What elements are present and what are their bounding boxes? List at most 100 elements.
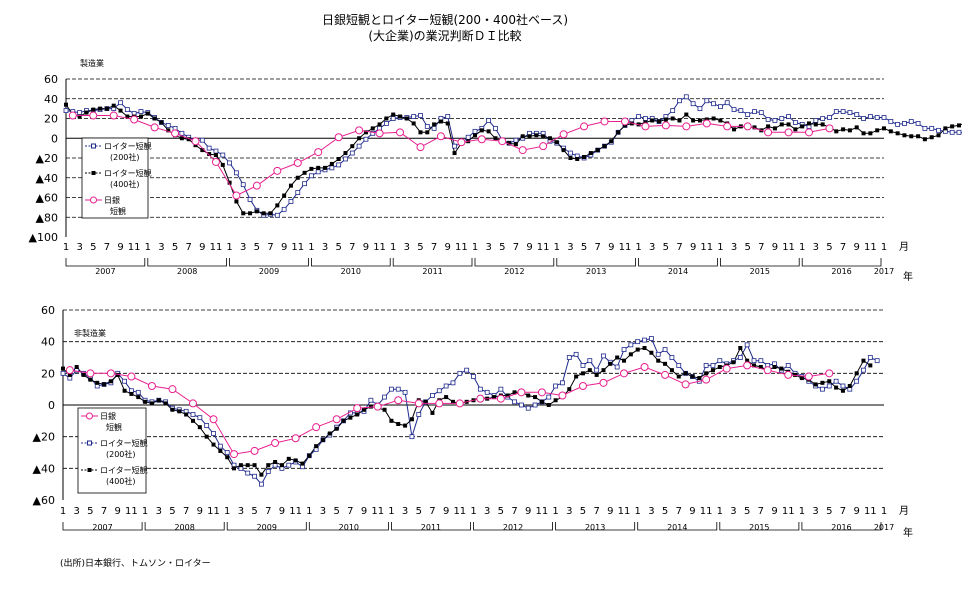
boj-point [682,122,691,131]
reuters400-point [343,151,348,156]
year-label: 2014 [667,523,687,532]
reuters200-point [697,106,703,112]
reuters400-point [266,463,271,468]
x-tick-label: 9 [363,242,369,253]
reuters200-point [265,469,271,474]
x-tick-label: 3 [566,506,572,517]
reuters400-point [922,137,927,142]
x-tick-label: 5 [826,506,832,517]
reuters400-point [316,165,321,170]
reuters400-point [104,106,109,111]
reuters200-point [179,130,185,136]
reuters400-point [676,374,681,379]
reuters400-point [268,211,273,216]
reuters200-point [642,337,647,343]
year-bracket [226,522,307,531]
reuters400-point [409,417,414,422]
year-bracket [65,258,146,267]
reuters200-point [566,355,572,360]
reuters200-point [956,129,962,135]
reuters200-point [867,355,873,360]
x-tick-label: 9 [117,242,123,253]
x-tick-label: 9 [443,506,449,517]
reuters400-point [616,130,621,135]
x-tick-label: 5 [335,242,341,253]
reuters400-point [684,112,689,117]
reuters400-line [65,104,962,214]
boj-point [435,399,444,408]
x-tick-label: 11 [700,506,713,517]
reuters400-point [820,122,825,127]
year-unit-label: 年 [903,526,913,539]
reuters200-point [122,378,127,384]
reuters400-point [615,355,620,360]
reuters400-point [98,106,103,111]
year-bracket [638,258,718,267]
reuters400-point [423,399,428,404]
reuters400-point [64,102,68,107]
reuters200-point [840,109,846,114]
reuters400-point [425,130,430,135]
reuters400-point [411,121,416,126]
reuters400-point [649,350,654,355]
reuters400-point [888,129,893,134]
year-bracket [392,258,473,267]
reuters200-point [758,358,764,364]
y-tick-label: ▲40 [33,462,55,475]
reuters400-point [677,118,682,123]
year-bracket [720,258,800,267]
reuters400-point [861,358,866,363]
boj-point [763,366,772,375]
x-tick-label: 1 [63,242,69,253]
x-tick-label: 7 [676,242,682,253]
x-tick-label: 7 [758,242,764,253]
x-tick-label: 3 [240,242,246,253]
x-tick-label: 3 [322,242,328,253]
reuters400-point [683,371,688,376]
x-tick-label: 7 [267,242,273,253]
x-tick-label: 11 [125,506,138,517]
boj-point [230,450,239,459]
boj-point [68,111,77,120]
reuters400-point [334,426,339,431]
reuters400-point [430,410,435,415]
x-tick-label: 1 [472,242,478,253]
reuters400-point [384,116,389,121]
reuters200-point [60,370,66,376]
reuters200-point [247,197,253,202]
x-tick-label: 3 [320,506,326,517]
x-tick-label: 11 [453,506,466,517]
year-label: 2017 [874,523,894,532]
x-tick-label: 5 [416,506,422,517]
year-bracket [801,258,882,267]
boj-point [314,148,323,157]
reuters400-point [234,199,239,204]
x-tick-label: 1 [799,242,805,253]
legend-label: ロイター短観 [100,438,148,448]
reuters400-point [793,127,798,132]
legend-label-sub: 短観 [106,422,122,432]
legend-label-sub: (200社) [106,449,136,459]
reuters200-point [206,145,212,151]
boj-point [457,138,466,147]
x-tick-label: 9 [853,506,859,517]
x-tick-label: 5 [90,242,96,253]
reuters400-point [650,118,655,123]
boj-point [825,124,834,133]
reuters400-point [554,140,559,145]
reuters200-point [288,199,294,204]
reuters200-point [190,412,196,417]
x-tick-label: 3 [76,242,82,253]
x-tick-label: 9 [607,506,613,517]
boj-point [600,117,609,126]
reuters400-point [527,134,532,139]
x-tick-label: 7 [511,506,517,517]
reuters400-point [370,126,375,131]
boj-point [232,191,241,200]
boj-point [784,370,793,379]
reuters400-point [61,366,65,371]
reuters400-point [179,136,184,141]
year-label: 2016 [831,267,851,276]
reuters200-point [245,470,251,476]
reuters200-point [888,119,894,124]
